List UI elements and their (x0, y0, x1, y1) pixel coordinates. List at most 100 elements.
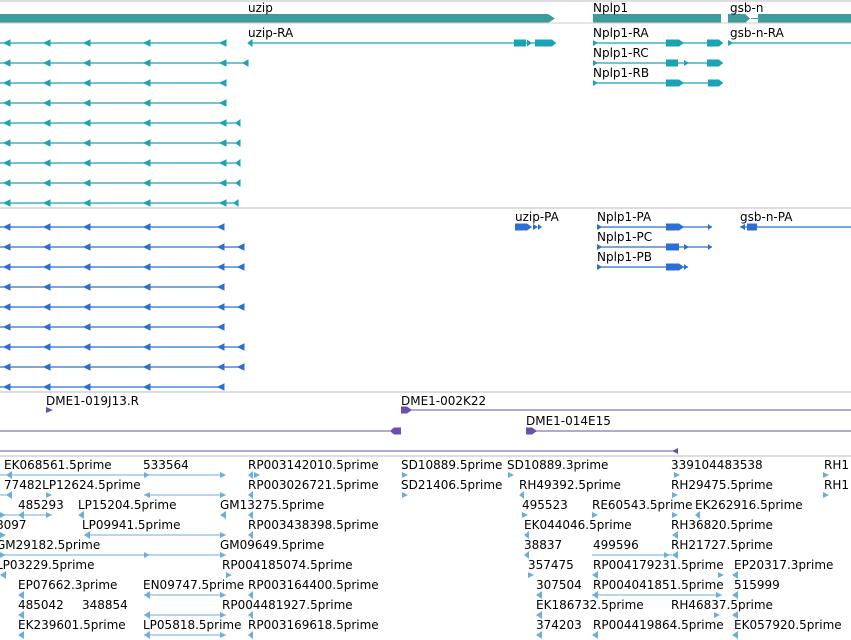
est-label: 485293 (18, 498, 64, 512)
protein-label-nplp1-pb: Nplp1-PB (597, 250, 652, 264)
cds-row[interactable] (0, 223, 225, 231)
est-label: 357475 (528, 558, 574, 572)
gene-label-nplp1: Nplp1 (593, 1, 628, 15)
protein-nplp1-pb[interactable] (597, 263, 688, 271)
protein-track: uzip-PA Nplp1-PA Nplp1-PC Nplp1-PB (0, 210, 851, 391)
transcript-label-uzip-ra: uzip-RA (248, 26, 294, 40)
transcript-track: uzip-RA Nplp1-RA Nplp1-RC (0, 26, 851, 207)
est-label: RP003169618.5prime (248, 618, 379, 632)
cds-row[interactable] (0, 343, 245, 351)
transcript-label-gsb-n-ra: gsb-n-RA (730, 26, 785, 40)
transcript-row[interactable] (0, 79, 227, 87)
transcript-row[interactable] (0, 159, 241, 167)
cds-row[interactable] (0, 283, 225, 291)
clone-label-3: DME1-014E15 (526, 414, 611, 428)
est-label: 38837 (524, 538, 562, 552)
protein-nplp1-pa[interactable] (597, 223, 712, 231)
est-label: RP003438398.5prime (248, 518, 379, 532)
est-label: RH49392.5prime (519, 478, 621, 492)
cds-row[interactable] (0, 323, 225, 331)
est-label: 495523 (522, 498, 568, 512)
gene-nplp1-glyph[interactable] (593, 14, 721, 23)
est-label: EP20317.3prime (734, 558, 833, 572)
est-row[interactable] (0, 551, 678, 559)
protein-label-gsb-n-pa: gsb-n-PA (740, 210, 793, 224)
clone-dme1-014e15[interactable] (526, 427, 851, 435)
clone-reverse-2[interactable] (0, 448, 678, 454)
est-label: 499596 (593, 538, 639, 552)
est-label: EK068561.5prime (4, 458, 112, 472)
transcript-row[interactable] (0, 39, 227, 47)
est-label: RP003164400.5prime (248, 578, 379, 592)
protein-uzip-pa[interactable] (515, 223, 542, 231)
est-label: RP004419864.5prime (593, 618, 724, 632)
clone-dme1-019j13-r[interactable] (46, 407, 53, 413)
est-label: RH29475.5prime (671, 478, 773, 492)
est-row[interactable] (18, 591, 738, 599)
clone-label-2: DME1-002K22 (401, 394, 486, 408)
est-label: RP004179231.5prime (593, 558, 724, 572)
transcript-row[interactable] (0, 139, 241, 147)
est-label: 515999 (734, 578, 780, 592)
gene-track: uzip Nplp1 gsb-n (0, 0, 851, 24)
est-label: 348854 (82, 598, 128, 612)
est-label: EK239601.5prime (18, 618, 126, 632)
est-label: 307504 (536, 578, 582, 592)
cds-row[interactable] (0, 303, 245, 311)
transcript-row[interactable] (0, 119, 241, 127)
est-row[interactable] (0, 491, 829, 499)
est-label: LP09941.5prime (82, 518, 181, 532)
transcript-row[interactable] (0, 179, 241, 187)
est-row[interactable] (0, 571, 738, 579)
transcript-label-nplp1-ra: Nplp1-RA (593, 26, 649, 40)
est-row[interactable] (18, 631, 738, 639)
est-label: EK044046.5prime (524, 518, 632, 532)
cds-row[interactable] (0, 383, 225, 391)
est-label: GM29182.5prime (0, 538, 100, 552)
est-label: LP15204.5prime (78, 498, 177, 512)
protein-nplp1-pc[interactable] (597, 243, 712, 251)
est-label: RH1 (824, 478, 849, 492)
transcript-row[interactable] (0, 199, 239, 207)
est-label: 339104483538 (671, 458, 763, 472)
clone-reverse-1[interactable] (0, 427, 401, 435)
clone-label-1: DME1-019J13.R (46, 394, 139, 408)
est-label: 8097 (0, 518, 27, 532)
est-label: EK186732.5prime (536, 598, 644, 612)
est-label: EK262916.5prime (695, 498, 803, 512)
est-label: RP004041851.5prime (593, 578, 724, 592)
gene-gsb-n-glyph[interactable] (728, 14, 750, 23)
est-label: RP004481927.5prime (222, 598, 353, 612)
gene-uzip-glyph[interactable] (0, 14, 555, 23)
transcript-uzip-ra[interactable] (247, 39, 556, 47)
est-label: LP05818.5prime (143, 618, 242, 632)
transcript-nplp1-ra[interactable] (593, 39, 723, 47)
cds-row[interactable] (0, 263, 245, 271)
est-label: RH36820.5prime (671, 518, 773, 532)
protein-label-nplp1-pa: Nplp1-PA (597, 210, 652, 224)
transcript-nplp1-rb[interactable] (593, 79, 723, 87)
est-label: GM13275.5prime (220, 498, 324, 512)
est-label: RP003142010.5prime (248, 458, 379, 472)
gene-gsb-n-glyph-cont[interactable] (758, 14, 851, 23)
transcript-nplp1-rc[interactable] (593, 59, 723, 67)
est-row[interactable] (18, 611, 738, 619)
transcript-label-nplp1-rc: Nplp1-RC (593, 46, 649, 60)
clone-dme1-002k22[interactable] (401, 406, 851, 414)
est-label: RP003026721.5prime (248, 478, 379, 492)
est-row[interactable] (0, 531, 678, 539)
transcript-row[interactable] (0, 59, 249, 67)
transcript-label-nplp1-rb: Nplp1-RB (593, 66, 649, 80)
est-row[interactable] (0, 511, 700, 519)
protein-gsb-n-pa[interactable] (740, 223, 851, 231)
transcript-row[interactable] (0, 99, 227, 107)
cds-row[interactable] (0, 363, 245, 371)
transcript-gsb-n-ra[interactable] (728, 40, 851, 46)
est-label: RP004185074.5prime (222, 558, 353, 572)
est-row[interactable] (0, 471, 829, 479)
cds-row[interactable] (0, 243, 245, 251)
est-label: RH21727.5prime (671, 538, 773, 552)
clone-track: DME1-019J13.R DME1-002K22 DME1-014E15 (0, 394, 851, 454)
